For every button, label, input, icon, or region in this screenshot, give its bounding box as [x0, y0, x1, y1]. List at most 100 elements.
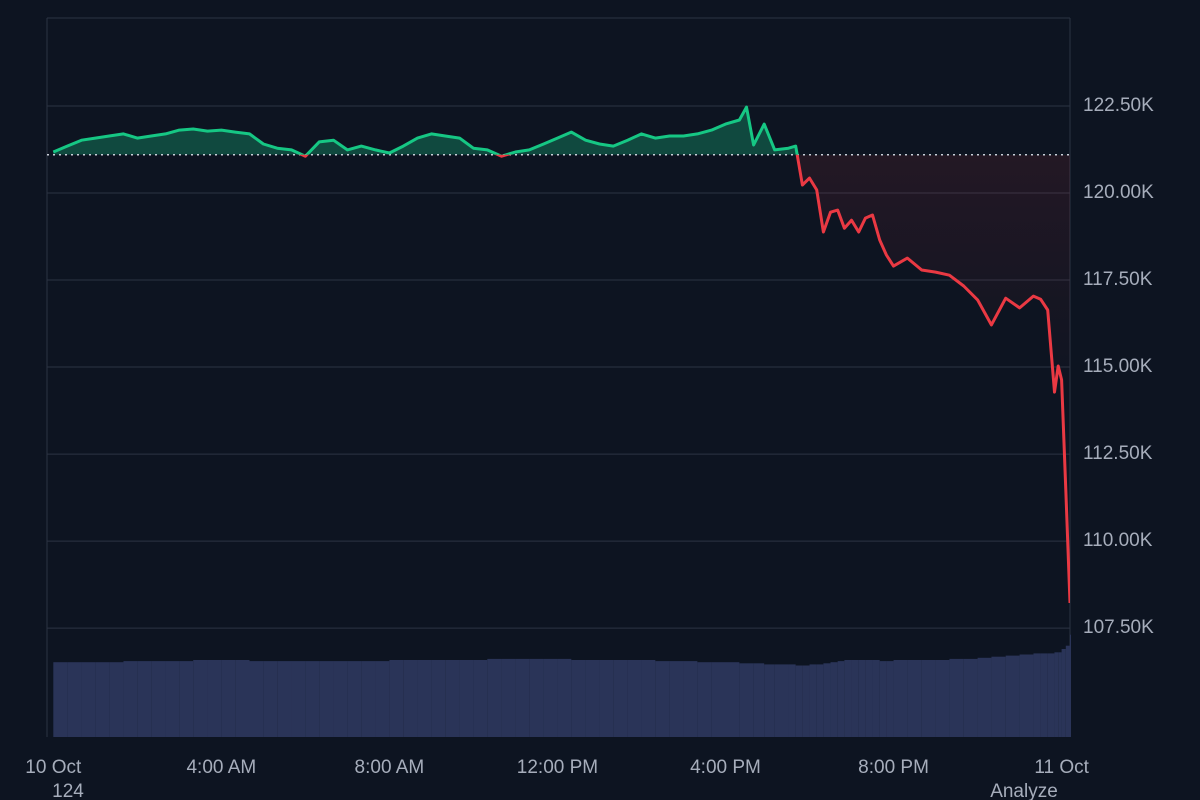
- volume-bar: [95, 662, 110, 737]
- area-up: [53, 107, 1070, 155]
- volume-bar: [872, 660, 880, 737]
- y-tick-label: 107.50K: [1083, 617, 1154, 638]
- price-line-down: [298, 154, 1070, 604]
- volume-bar: [907, 660, 922, 737]
- volume-bar: [1058, 652, 1062, 737]
- volume-bar: [375, 661, 390, 737]
- volume-bar: [389, 660, 404, 737]
- volume-bar: [445, 660, 460, 737]
- y-tick-label: 117.50K: [1083, 269, 1153, 290]
- volume-bar: [851, 660, 859, 737]
- volume-bar: [585, 660, 600, 737]
- x-tick-label: 4:00 AM: [186, 757, 256, 778]
- volume-bar: [193, 660, 208, 737]
- volume-bar: [473, 660, 488, 737]
- volume-bar: [291, 661, 306, 737]
- volume-bar: [179, 661, 194, 737]
- volume-bar: [764, 664, 775, 737]
- volume-bar: [627, 660, 642, 737]
- y-tick-label: 122.50K: [1083, 95, 1154, 116]
- volume-bar: [858, 660, 866, 737]
- volume-bar: [515, 658, 530, 737]
- footer-left: 124: [52, 781, 84, 800]
- y-tick-label: 110.00K: [1083, 530, 1153, 551]
- y-tick-label: 112.50K: [1083, 443, 1153, 464]
- x-tick-label: 11 Oct: [1034, 757, 1089, 778]
- volume-bar: [1005, 655, 1020, 737]
- volume-bar: [165, 661, 180, 737]
- x-tick-label: 8:00 AM: [355, 757, 425, 778]
- volume-bar: [788, 664, 796, 737]
- volume-bar: [431, 660, 446, 737]
- volume-bar: [865, 660, 873, 737]
- x-tick-label: 8:00 PM: [858, 757, 929, 778]
- volume-bar: [599, 660, 614, 737]
- volume-bar: [67, 662, 82, 737]
- volume-bar: [221, 660, 236, 737]
- volume-bar: [81, 662, 96, 737]
- volume-bar: [123, 661, 138, 737]
- volume-bar: [529, 658, 544, 737]
- volume-bar: [1070, 634, 1071, 737]
- volume-bar: [263, 661, 278, 737]
- volume-bar: [711, 662, 726, 737]
- volume-bar: [809, 664, 817, 737]
- volume-bar: [879, 661, 887, 737]
- volume-bar: [403, 660, 418, 737]
- volume-bar: [333, 661, 348, 737]
- area-down: [302, 154, 1070, 603]
- volume-bar: [802, 665, 810, 737]
- volume-bar: [249, 661, 264, 737]
- volume-bar: [137, 661, 152, 737]
- volume-bar: [683, 661, 698, 737]
- y-tick-label: 115.00K: [1083, 356, 1153, 377]
- x-tick-label: 4:00 PM: [690, 757, 761, 778]
- volume-bar: [277, 661, 292, 737]
- volume-bar: [1054, 652, 1059, 737]
- volume-bar: [53, 662, 68, 737]
- volume-bar: [823, 663, 831, 737]
- volume-bar: [1061, 649, 1066, 737]
- volume-bar: [543, 658, 558, 737]
- volume-bar: [207, 660, 222, 737]
- volume-bar: [725, 662, 740, 737]
- volume-bar: [613, 660, 628, 737]
- volume-bar: [305, 661, 320, 737]
- volume-bar: [746, 663, 754, 737]
- volume-bar: [816, 664, 824, 737]
- volume-bar: [151, 661, 166, 737]
- x-tick-label: 12:00 PM: [517, 757, 598, 778]
- volume-bar: [1033, 653, 1041, 737]
- volume-bar: [571, 660, 586, 737]
- volume-bar: [557, 658, 572, 737]
- volume-bar: [655, 661, 670, 737]
- volume-bar: [669, 661, 684, 737]
- volume-bar: [1019, 654, 1034, 737]
- volume-bar: [774, 664, 789, 737]
- volume-bar: [697, 662, 712, 737]
- volume-bar: [1040, 653, 1048, 737]
- volume-bar: [319, 661, 334, 737]
- volume-bar: [487, 658, 502, 737]
- volume-bar: [795, 665, 803, 737]
- volume-bar: [501, 658, 516, 737]
- volume-bar: [235, 660, 250, 737]
- volume-bar: [935, 660, 950, 737]
- price-line-up: [52, 105, 799, 155]
- footer-right[interactable]: Analyze: [990, 781, 1058, 800]
- volume-bar: [886, 661, 894, 737]
- volume-bar: [459, 660, 474, 737]
- volume-bar: [417, 660, 432, 737]
- x-tick-label: 10 Oct: [25, 757, 82, 778]
- volume-bar: [361, 661, 376, 737]
- volume-bar: [1047, 653, 1055, 737]
- volume-bar: [949, 658, 964, 737]
- volume-bar: [963, 658, 978, 737]
- volume-bar: [893, 660, 908, 737]
- volume-bar: [347, 661, 362, 737]
- y-tick-label: 120.00K: [1083, 182, 1154, 203]
- volume-bar: [837, 661, 845, 737]
- volume-bar: [739, 663, 747, 737]
